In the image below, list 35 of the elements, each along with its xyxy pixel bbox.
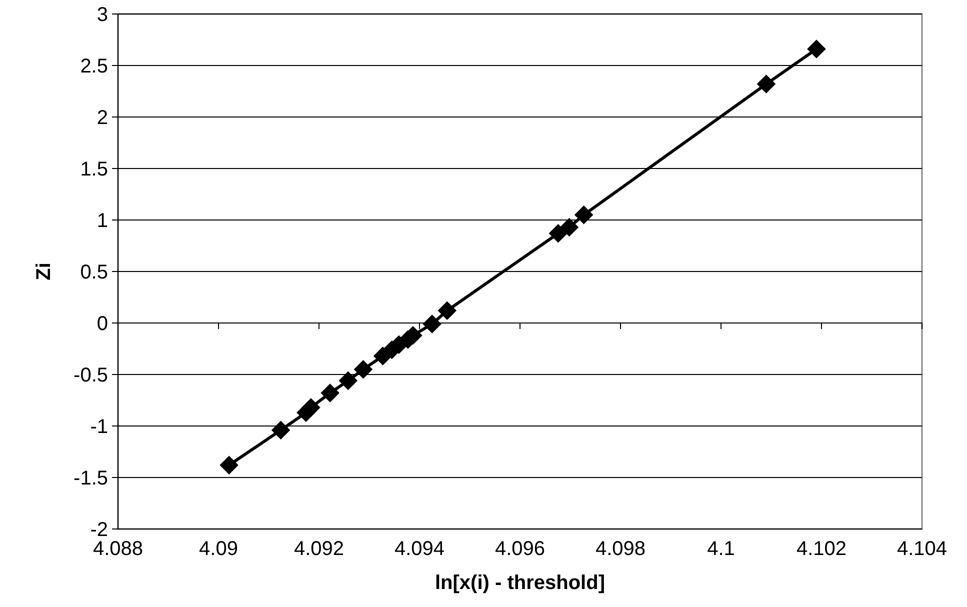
y-tick-label: 2.5 (80, 56, 108, 78)
point (220, 456, 238, 475)
y-tick-label: 0 (96, 313, 108, 335)
y-tick-label: -1.5 (74, 468, 108, 490)
point (302, 398, 320, 417)
y-tick-label: 1 (96, 210, 108, 232)
point (271, 420, 290, 440)
point (438, 301, 457, 320)
point (422, 314, 442, 334)
x-tick-label: 4.102 (796, 538, 847, 560)
point (320, 384, 340, 402)
y-axis-title: Zi (33, 262, 55, 280)
point (548, 224, 568, 243)
point (756, 74, 776, 94)
x-tick-label: 4.096 (494, 538, 546, 560)
x-tick-label: 4.104 (896, 538, 948, 560)
x-tick-label: 4.094 (394, 538, 445, 560)
y-tick-label: 2 (96, 107, 108, 129)
x-tick-label: 4.088 (92, 538, 144, 560)
y-tick-label: -2 (90, 519, 108, 541)
x-tick-label: 4.098 (595, 538, 646, 560)
point (807, 40, 826, 58)
x-tick-label: 4.092 (294, 538, 344, 560)
y-tick-label: -0.5 (74, 364, 108, 386)
x-axis-title: ln[x(i) - threshold] (435, 572, 605, 594)
point (574, 205, 594, 224)
point (338, 371, 358, 390)
x-tick-label: 4.09 (199, 538, 238, 560)
x-tick-label: 4.1 (707, 538, 735, 560)
y-tick-label: 3 (96, 4, 108, 26)
y-tick-label: 0.5 (80, 262, 108, 284)
y-tick-label: -1 (90, 416, 108, 438)
point (560, 218, 579, 237)
y-tick-label: 1.5 (80, 158, 108, 180)
point (354, 360, 373, 379)
